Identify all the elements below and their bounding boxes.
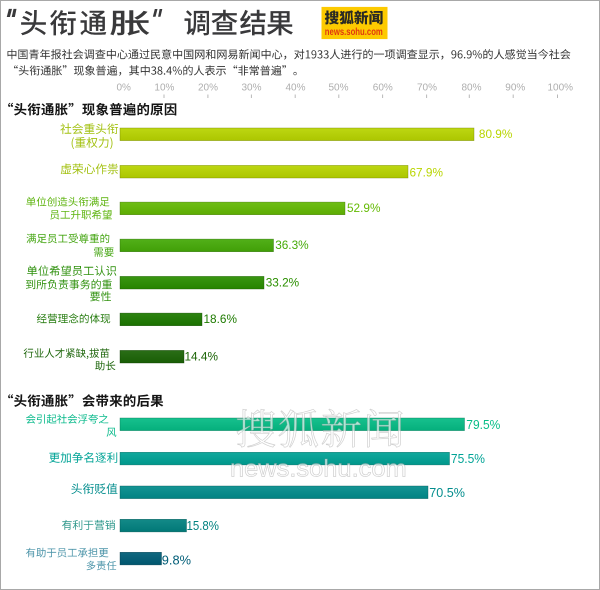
svg-text:10%: 10% [154, 82, 174, 93]
svg-text:0%: 0% [116, 82, 131, 93]
svg-text:36.3%: 36.3% [275, 238, 309, 252]
svg-text:15.8%: 15.8% [187, 518, 220, 533]
svg-text:news.sohu.com: news.sohu.com [230, 456, 407, 483]
svg-text:14.4%: 14.4% [185, 349, 219, 363]
svg-text:70.5%: 70.5% [429, 485, 465, 500]
svg-text:80%: 80% [461, 82, 481, 93]
svg-text:60%: 60% [373, 82, 393, 93]
svg-text:30%: 30% [241, 82, 261, 93]
svg-text:20%: 20% [198, 82, 218, 93]
svg-text:33.2%: 33.2% [266, 275, 300, 289]
svg-text:news.sohu.com: news.sohu.com [325, 27, 383, 38]
svg-text:80.9%: 80.9% [479, 127, 513, 141]
svg-text:90%: 90% [505, 82, 525, 93]
svg-text:70%: 70% [417, 82, 437, 93]
svg-text:52.9%: 52.9% [347, 201, 381, 215]
svg-text:40%: 40% [285, 82, 305, 93]
svg-text:18.6%: 18.6% [204, 312, 238, 326]
svg-text:9.8%: 9.8% [162, 552, 192, 567]
svg-text:75.5%: 75.5% [451, 451, 485, 466]
svg-text:100%: 100% [548, 82, 574, 93]
svg-text:50%: 50% [328, 82, 348, 93]
svg-text:79.5%: 79.5% [466, 417, 500, 432]
svg-text:67.9%: 67.9% [410, 165, 444, 179]
